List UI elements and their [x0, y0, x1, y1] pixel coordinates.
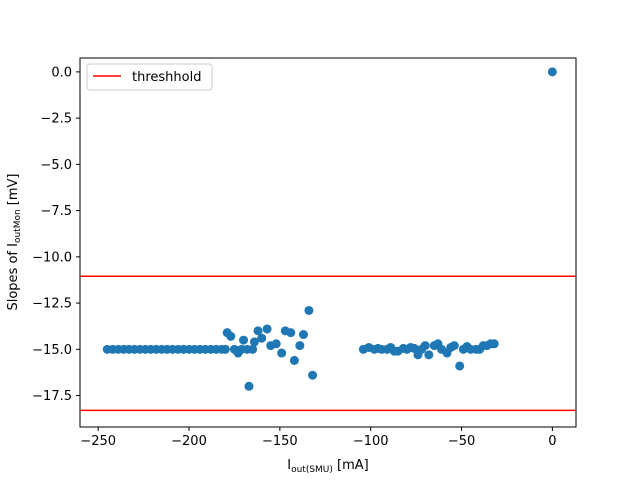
data-point-34 [257, 333, 267, 343]
x-axis-title-main: I [287, 458, 291, 473]
data-point-30 [244, 381, 254, 391]
x-tick-label: 0 [548, 434, 556, 449]
y-tick-label: −15.0 [32, 343, 72, 358]
data-point-38 [277, 348, 287, 358]
plot-area-frame [79, 57, 577, 428]
y-axis-title: Slopes of IoutMon [mV] [6, 173, 23, 310]
threshold-lines [80, 275, 576, 412]
y-tick-label: −17.5 [32, 389, 72, 404]
x-axis-title: Iout(SMU) [mA] [287, 458, 369, 475]
y-axis-title-subscript: outMon [13, 209, 23, 243]
y-tick-label: −2.5 [40, 112, 72, 127]
x-axis-title-unit: [mA] [333, 458, 369, 473]
data-point-44 [304, 305, 314, 315]
data-point-28 [239, 335, 249, 345]
data-point-32 [249, 337, 259, 347]
y-axis-ticks: 0.0 −2.5 −5.0 −7.5 −10.0 −12.5 −15.0 −17.5 [32, 65, 80, 404]
x-axis-ticks: −250 −200 −150 −100 −50 0 [80, 427, 557, 449]
data-point-31 [248, 344, 258, 354]
y-tick-label: −7.5 [40, 204, 72, 219]
data-point-78 [489, 339, 499, 349]
y-axis-title-unit: [mV] [6, 173, 21, 209]
data-point-68 [449, 341, 459, 351]
data-point-33 [253, 326, 263, 336]
data-point-62 [424, 350, 434, 360]
y-tick-label: −10.0 [32, 250, 72, 265]
x-tick-label: −150 [262, 434, 298, 449]
data-point-79 [547, 67, 557, 77]
x-tick-label: −250 [80, 434, 116, 449]
data-point-40 [286, 328, 296, 338]
y-tick-label: −12.5 [32, 297, 72, 312]
data-point-43 [298, 330, 308, 340]
data-point-42 [295, 341, 305, 351]
data-point-41 [289, 355, 299, 365]
data-point-45 [308, 370, 318, 380]
legend-threshold-label: threshhold [132, 70, 201, 85]
y-axis-title-main: I [6, 243, 21, 247]
x-axis-title-subscript: out(SMU) [291, 465, 333, 475]
scatter-series [102, 67, 557, 391]
data-point-37 [271, 339, 281, 349]
data-point-69 [455, 361, 465, 371]
data-point-24 [226, 331, 236, 341]
legend-box [86, 63, 213, 91]
data-point-22 [220, 344, 230, 354]
x-tick-label: −200 [171, 434, 207, 449]
legend: threshhold [86, 63, 213, 91]
y-tick-label: 0.0 [51, 65, 72, 80]
x-tick-label: −50 [448, 434, 475, 449]
x-tick-label: −100 [353, 434, 389, 449]
y-axis-title-prefix: Slopes of [6, 247, 21, 311]
data-point-35 [262, 324, 272, 334]
data-point-61 [420, 341, 430, 351]
y-tick-label: −5.0 [40, 158, 72, 173]
